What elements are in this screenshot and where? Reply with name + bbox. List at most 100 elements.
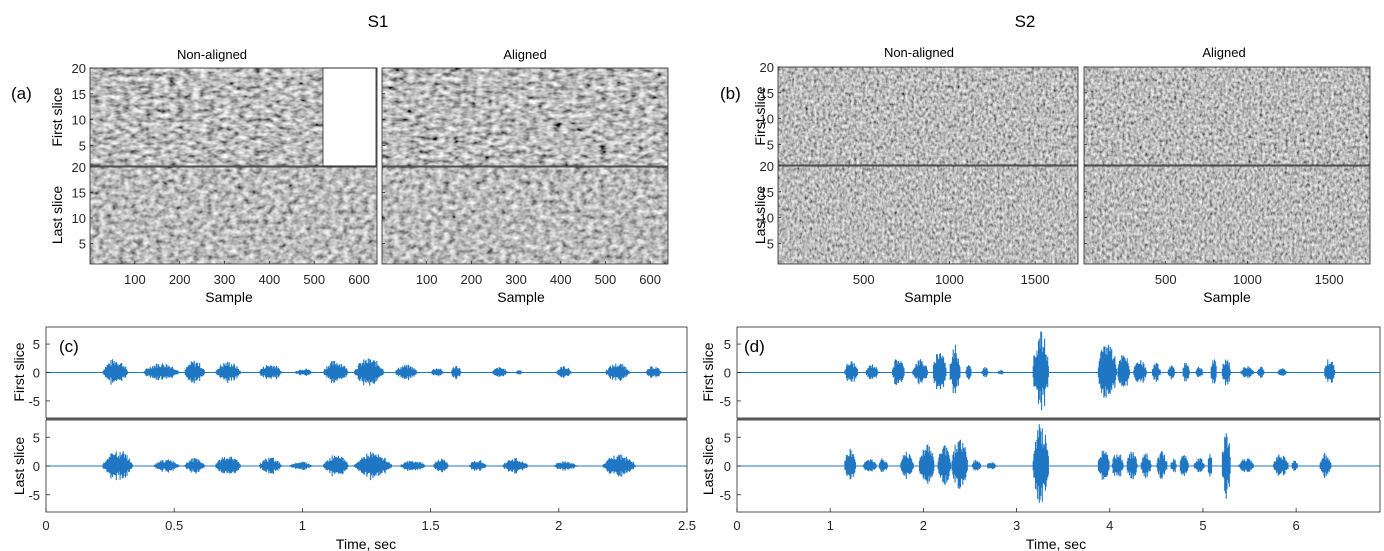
xlabel-b-non-aligned: Sample: [904, 289, 952, 305]
row-label-c-last: Last slice: [11, 437, 27, 496]
waveform-burst-c-0: [394, 364, 418, 381]
waveform-burst-d-0: [949, 344, 961, 394]
waveform-burst-d-1: [1221, 433, 1231, 499]
waveform-burst-d-0: [1277, 368, 1287, 376]
waveform-burst-d-1: [1140, 453, 1152, 479]
heatmap-ytick-label-b: 10: [760, 112, 774, 127]
waveform-burst-d-1: [844, 448, 857, 480]
waveform-burst-d-1: [1319, 453, 1332, 478]
row-label-b-last: Last slice: [752, 186, 768, 245]
waveform-ytick-label-d: 5: [724, 430, 731, 445]
heatmap-xtick-label-b: 500: [853, 272, 875, 287]
waveform-burst-d-1: [1207, 454, 1213, 477]
heatmap-ytick-label-b: 15: [760, 86, 774, 101]
waveform-burst-d-1: [1291, 460, 1298, 472]
waveform-burst-d-1: [1032, 424, 1049, 503]
heatmap-ytick-label-a: 5: [79, 138, 86, 153]
heatmap-b-last-aligned: [1084, 166, 1370, 264]
row-label-a-first: First slice: [49, 87, 65, 146]
heatmap-a-first-non-aligned-blank: [322, 67, 377, 167]
waveform-burst-c-1: [400, 460, 426, 471]
heatmap-ytick-label-b: 5: [767, 236, 774, 251]
heatmap-frame-b-1-1: [1083, 165, 1371, 265]
waveform-burst-d-0: [1324, 359, 1336, 383]
heatmap-a-last-non-aligned: [90, 167, 377, 264]
column-title-s2-non-aligned: Non-aligned: [884, 45, 954, 60]
heatmap-xtick-label-b: 1000: [1233, 272, 1262, 287]
waveform-burst-d-1: [1193, 458, 1205, 473]
panel-label-c: (c): [59, 337, 79, 356]
waveform-xtick-label-d: 4: [1106, 518, 1113, 533]
waveform-burst-d-1: [1179, 455, 1189, 476]
waveform-burst-c-0: [451, 366, 462, 379]
heatmap-frame-a-1-1: [381, 166, 669, 265]
panel-label-b: (b): [720, 84, 741, 103]
waveform-burst-d-0: [1195, 366, 1203, 377]
waveform-burst-d-1: [1170, 458, 1177, 473]
xlabel-c: Time, sec: [336, 536, 396, 551]
waveform-burst-c-1: [184, 458, 205, 474]
heatmap-frame-a-0-0: [89, 67, 378, 167]
waveform-burst-c-1: [353, 451, 392, 481]
waveform-ytick-label-d: -5: [719, 394, 731, 409]
panel-label-d: (d): [744, 337, 765, 356]
heatmap-ytick-label-a: 20: [72, 160, 86, 175]
column-title-s1-aligned: Aligned: [503, 47, 546, 62]
waveform-burst-c-0: [143, 363, 180, 381]
heatmap-ytick-label-a: 5: [79, 237, 86, 252]
waveform-xtick-label-c: 1.5: [422, 518, 440, 533]
waveform-ytick-label-c: 0: [33, 366, 40, 381]
heatmap-xtick-label-a: 500: [303, 272, 325, 287]
waveform-burst-c-0: [353, 358, 385, 386]
waveform-burst-d-1: [1097, 450, 1110, 480]
waveform-ytick-label-c: 5: [33, 430, 40, 445]
waveform-burst-d-1: [937, 445, 952, 485]
s1-title: S1: [368, 12, 389, 31]
heatmap-xtick-label-a: 200: [461, 272, 483, 287]
waveform-ytick-label-d: -5: [719, 488, 731, 503]
heatmap-ytick-label-b: 10: [760, 211, 774, 226]
row-label-d-last: Last slice: [700, 437, 716, 496]
waveform-burst-d-0: [981, 367, 989, 378]
row-label-d-first: First slice: [700, 342, 716, 401]
waveform-burst-d-1: [1126, 451, 1138, 480]
heatmap-frame-a-1-0: [381, 67, 669, 167]
waveform-burst-d-1: [951, 439, 968, 489]
heatmap-frame-a-0-1: [89, 166, 378, 265]
waveform-burst-d-0: [1182, 362, 1190, 382]
heatmap-ytick-label-a: 10: [72, 113, 86, 128]
waveform-burst-d-0: [1097, 344, 1117, 398]
waveform-burst-c-0: [184, 360, 205, 384]
heatmap-xtick-label-a: 400: [550, 272, 572, 287]
column-title-s2-aligned: Aligned: [1202, 45, 1245, 60]
waveform-burst-d-1: [1273, 454, 1289, 476]
waveform-burst-c-0: [294, 368, 313, 376]
waveform-xtick-label-d: 5: [1199, 518, 1206, 533]
heatmap-xtick-label-b: 500: [1155, 272, 1177, 287]
waveform-burst-c-0: [215, 361, 241, 383]
waveform-burst-c-1: [259, 457, 282, 474]
waveform-burst-c-0: [430, 368, 444, 377]
heatmap-xtick-label-a: 600: [348, 272, 370, 287]
waveform-burst-c-0: [492, 367, 508, 377]
waveform-separator-d: [737, 418, 1380, 420]
heatmap-ytick-label-b: 20: [760, 60, 774, 75]
waveform-burst-d-0: [932, 353, 947, 390]
row-label-a-last: Last slice: [49, 186, 65, 245]
waveform-burst-d-0: [1240, 366, 1254, 379]
waveform-burst-d-1: [900, 451, 914, 479]
heatmap-xtick-label-a: 100: [416, 272, 438, 287]
waveform-burst-c-0: [646, 366, 662, 378]
heatmap-ytick-label-b: 15: [760, 185, 774, 200]
waveform-xtick-label-c: 0: [42, 518, 49, 533]
heatmap-ytick-label-a: 15: [72, 186, 86, 201]
waveform-burst-d-1: [986, 462, 996, 470]
waveform-burst-c-0: [323, 360, 349, 384]
heatmap-xtick-label-b: 1000: [935, 272, 964, 287]
waveform-xtick-label-d: 3: [1013, 518, 1020, 533]
heatmap-frame-b-0-0: [777, 66, 1079, 166]
waveform-burst-c-1: [323, 455, 349, 477]
heatmap-b-last-non-aligned: [778, 166, 1078, 264]
waveform-burst-c-1: [215, 456, 241, 474]
